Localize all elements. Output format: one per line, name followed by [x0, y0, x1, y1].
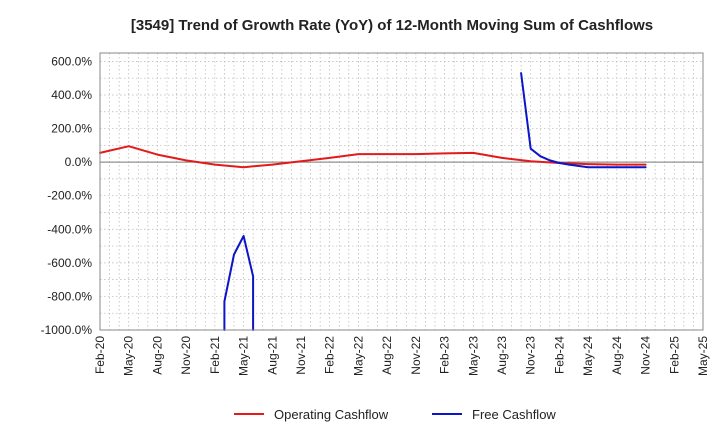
x-tick-label: Aug-24: [610, 336, 624, 375]
x-tick-label: Aug-22: [380, 336, 394, 375]
x-tick-label: Feb-20: [93, 336, 107, 374]
plot-frame: [99, 52, 704, 331]
y-tick-label: 200.0%: [51, 122, 92, 136]
legend-label-0: Operating Cashflow: [274, 407, 389, 422]
series-line-1: [223, 235, 255, 331]
y-tick-label: -800.0%: [47, 289, 92, 303]
x-tick-label: Feb-21: [208, 336, 222, 374]
x-tick-label: Nov-23: [524, 336, 538, 375]
y-tick-label: -1000.0%: [41, 323, 93, 337]
x-tick-label: Aug-21: [265, 336, 279, 375]
x-tick-label: May-21: [237, 336, 251, 376]
x-tick-label: Feb-23: [438, 336, 452, 374]
series-line-1: [520, 72, 647, 169]
x-tick-label: May-23: [466, 336, 480, 376]
x-tick-label: Aug-23: [495, 336, 509, 375]
y-tick-label: 600.0%: [51, 54, 92, 68]
legend: Operating Cashflow Free Cashflow: [234, 407, 556, 422]
x-axis: Feb-20 May-20 Aug-20 Nov-20 Feb-21 May-21 Aug-…: [93, 336, 710, 376]
y-tick-label: -200.0%: [47, 189, 92, 203]
x-tick-label: Feb-24: [552, 336, 566, 374]
x-tick-label: May-22: [351, 336, 365, 376]
x-tick-label: Nov-22: [409, 336, 423, 375]
legend-label-1: Free Cashflow: [472, 407, 556, 422]
series-layer: [99, 72, 647, 331]
y-tick-label: 400.0%: [51, 88, 92, 102]
x-tick-label: Feb-22: [323, 336, 337, 374]
chart-title: [3549] Trend of Growth Rate (YoY) of 12-…: [131, 17, 653, 34]
x-tick-label: Feb-25: [667, 336, 681, 374]
grid: [99, 53, 704, 331]
y-tick-label: -400.0%: [47, 222, 92, 236]
x-tick-label: Aug-20: [150, 336, 164, 375]
x-tick-label: May-20: [122, 336, 136, 376]
x-tick-label: Nov-20: [179, 336, 193, 375]
x-tick-label: Nov-24: [639, 336, 653, 375]
y-axis: 600.0% 400.0% 200.0% 0.0% -200.0% -400.0% -600…: [41, 54, 93, 337]
x-tick-label: Nov-21: [294, 336, 308, 375]
y-tick-label: 0.0%: [65, 155, 93, 169]
x-tick-label: May-25: [696, 336, 710, 376]
x-tick-label: May-24: [581, 336, 595, 376]
y-tick-label: -600.0%: [47, 256, 92, 270]
